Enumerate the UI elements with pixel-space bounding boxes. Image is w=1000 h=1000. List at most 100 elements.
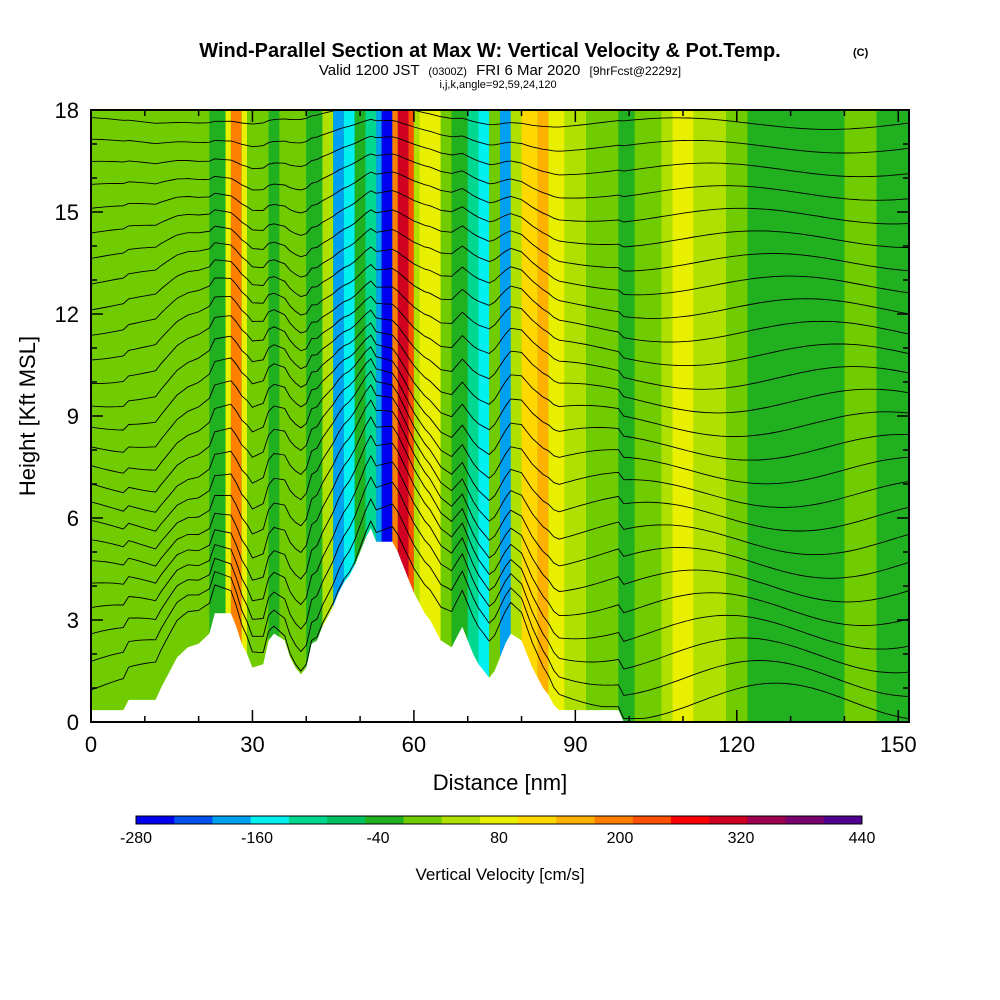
x-tick-label: 90	[563, 732, 587, 757]
colorbar-label: -280	[120, 830, 152, 847]
velocity-band-18	[408, 110, 414, 722]
theta-contour-11	[91, 334, 909, 461]
theta-contour-20	[91, 190, 909, 248]
velocity-band-0	[91, 110, 210, 722]
colorbar-swatch	[823, 816, 863, 824]
colorbar-label: 320	[728, 830, 755, 847]
velocity-band-20	[419, 110, 441, 722]
colorbar-swatch	[785, 816, 825, 824]
y-tick-label: 12	[55, 302, 79, 327]
colorbar-swatch	[709, 816, 748, 824]
velocity-band-27	[510, 110, 522, 722]
velocity-band-31	[564, 110, 587, 722]
theta-contour-9	[91, 357, 909, 508]
velocity-band-8	[306, 110, 323, 722]
velocity-band-2	[225, 110, 231, 722]
velocity-band-17	[397, 110, 409, 722]
y-tick-label: 0	[67, 710, 79, 735]
colorbar	[135, 815, 863, 825]
colorbar-swatch	[365, 816, 404, 824]
colorbar-swatch	[212, 816, 252, 824]
theta-contour-7	[91, 384, 909, 556]
velocity-band-7	[279, 110, 307, 722]
theta-contours	[91, 110, 909, 720]
colorbar-swatch	[174, 816, 213, 824]
colorbar-label: 80	[490, 830, 508, 847]
colorbar-swatch	[441, 816, 481, 824]
velocity-band-12	[354, 110, 366, 722]
theta-contour-14	[91, 295, 909, 390]
velocity-band-14	[376, 110, 382, 722]
colorbar-swatch	[288, 816, 328, 824]
theta-contour-22	[91, 153, 909, 201]
colorbar-swatch	[327, 816, 366, 824]
velocity-band-26	[500, 110, 511, 722]
subtitle-indices: i,j,k,angle=92,59,24,120	[439, 79, 556, 91]
theta-contour-21	[91, 171, 909, 225]
colorbar-swatch	[250, 816, 290, 824]
velocity-band-9	[322, 110, 334, 722]
colorbar-label: 440	[849, 830, 876, 847]
velocity-band-37	[693, 110, 727, 722]
chart-title: Wind-Parallel Section at Max W: Vertical…	[199, 40, 780, 62]
plot-area	[91, 110, 909, 722]
theta-contour-13	[91, 309, 909, 414]
colorbar-swatch	[479, 816, 519, 824]
velocity-band-21	[440, 110, 452, 722]
colorbar-frame	[135, 815, 863, 825]
colorbar-swatch	[594, 816, 634, 824]
theta-contour-1	[91, 498, 909, 697]
velocity-band-39	[747, 110, 845, 722]
y-tick-label: 18	[55, 98, 79, 123]
colorbar-swatch	[632, 816, 672, 824]
x-axis-title: Distance [nm]	[433, 770, 568, 795]
x-tick-label: 120	[718, 732, 755, 757]
velocity-band-36	[672, 110, 694, 722]
subtitle-fcst: [9hrFcst@2229z]	[590, 64, 682, 78]
colorbar-swatch	[747, 816, 787, 824]
theta-contour-19	[91, 209, 909, 272]
velocity-band-15	[381, 110, 393, 722]
velocity-band-25	[489, 110, 500, 722]
theta-contour-5	[91, 416, 909, 603]
theta-contour-6	[91, 399, 909, 579]
velocity-band-3	[230, 110, 242, 722]
colorbar-swatch	[556, 816, 596, 824]
velocity-band-32	[586, 110, 619, 722]
x-tick-label: 0	[85, 732, 97, 757]
colorbar-label: 200	[607, 830, 634, 847]
y-tick-label: 9	[67, 404, 79, 429]
velocity-band-33	[618, 110, 635, 722]
terrain	[91, 528, 624, 722]
velocity-band-30	[548, 110, 565, 722]
colorbar-swatch	[518, 816, 557, 824]
y-tick-label: 15	[55, 200, 79, 225]
y-axis: 0 3 6 9 12 15 18	[55, 98, 909, 735]
velocity-band-1	[209, 110, 226, 722]
velocity-band-34	[634, 110, 662, 722]
subtitle-utc: (0300Z)	[428, 66, 467, 78]
velocity-band-24	[478, 110, 490, 722]
x-tick-label: 150	[880, 732, 917, 757]
velocity-band-22	[451, 110, 468, 722]
y-axis-title: Height [Kft MSL]	[15, 336, 40, 496]
theta-contour-0	[91, 520, 909, 720]
theta-contour-10	[91, 346, 909, 485]
x-tick-label: 30	[240, 732, 264, 757]
x-tick-label: 60	[402, 732, 426, 757]
y-tick-label: 6	[67, 506, 79, 531]
colorbar-labels: -280 -160 -40 80 200 320 440	[120, 830, 875, 847]
theta-contour-3	[91, 454, 909, 650]
colorbar-swatch	[403, 816, 443, 824]
theta-contour-2	[91, 476, 909, 674]
theta-contour-8	[91, 370, 909, 532]
colorbar-label: -40	[366, 830, 389, 847]
theta-contour-15	[91, 280, 909, 367]
theta-contour-17	[91, 246, 909, 319]
velocity-band-10	[333, 110, 344, 722]
velocity-band-38	[726, 110, 748, 722]
colorbar-swatch	[670, 816, 710, 824]
colorbar-title: Vertical Velocity [cm/s]	[415, 865, 584, 884]
velocity-band-40	[844, 110, 877, 722]
